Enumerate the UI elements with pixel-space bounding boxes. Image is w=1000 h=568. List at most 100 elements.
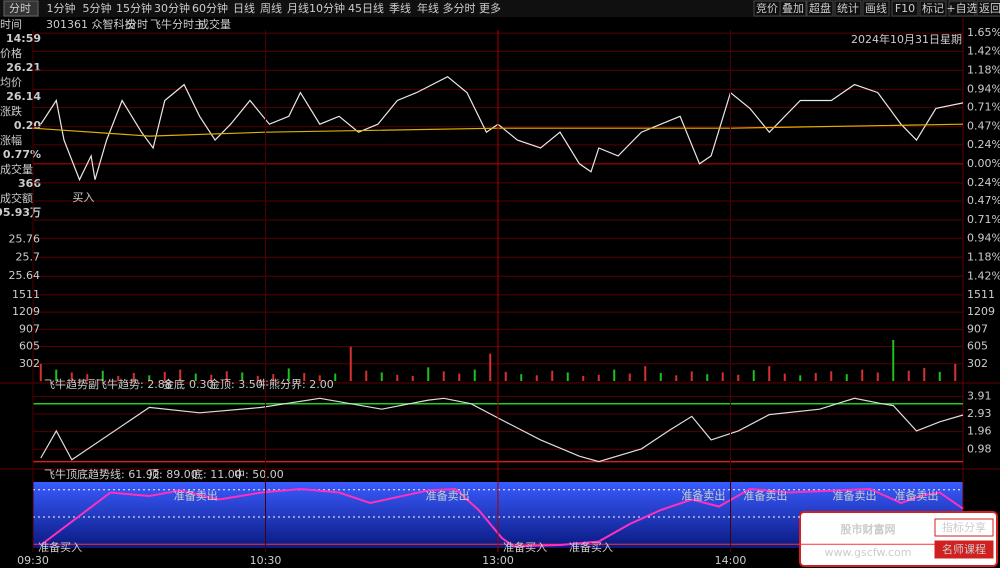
legend-item: 牛熊分界: 2.00 bbox=[258, 377, 334, 391]
toolbar-button[interactable]: 统计 bbox=[837, 2, 859, 15]
y-tick-label: 0.24% bbox=[967, 138, 1000, 151]
tab-active bbox=[3, 0, 39, 17]
info-label: 成交额 bbox=[0, 191, 33, 205]
y-tick-label: 0.94% bbox=[967, 82, 1000, 95]
volume-bar bbox=[768, 366, 771, 381]
volume-bar bbox=[876, 372, 879, 381]
volume-bar bbox=[303, 373, 306, 381]
volume-bar bbox=[861, 369, 864, 381]
legend-item: 趋势线: 61.92 bbox=[88, 467, 160, 481]
toolbar-button[interactable]: 返回 bbox=[979, 2, 1000, 15]
volume-bar bbox=[535, 375, 538, 381]
watermark-button[interactable]: 名师课程 bbox=[942, 542, 986, 556]
volume-bar bbox=[613, 369, 616, 381]
volume-bar bbox=[380, 372, 383, 381]
volume-bar bbox=[845, 374, 848, 381]
toolbar-button[interactable]: F10 bbox=[895, 2, 915, 15]
y-tick-label: 1.96 bbox=[967, 425, 992, 438]
volume-bar bbox=[334, 373, 337, 381]
y-tick-label: 1.65% bbox=[967, 26, 1000, 39]
volume-bar bbox=[597, 374, 600, 381]
tab[interactable]: 60分钟 bbox=[192, 1, 228, 15]
watermark-url: www.gscfw.com bbox=[825, 546, 912, 559]
stock-code: 301361 众智科技 bbox=[46, 17, 136, 31]
volume-bar bbox=[148, 375, 151, 381]
tab[interactable]: 15分钟 bbox=[116, 1, 152, 15]
mode: 分时 bbox=[126, 18, 148, 31]
volume-bar bbox=[86, 374, 89, 381]
watermark-button[interactable]: 指标分享 bbox=[942, 520, 986, 534]
button-frame bbox=[948, 0, 976, 17]
watermark-name: 股市财富网 bbox=[841, 522, 896, 536]
tab[interactable]: 5分钟 bbox=[83, 1, 112, 15]
y-tick-label: 0.71% bbox=[967, 101, 1000, 114]
volume-bar bbox=[504, 371, 507, 381]
volume-bar bbox=[194, 373, 197, 381]
button-frame bbox=[976, 0, 1000, 17]
tab[interactable]: 30分钟 bbox=[154, 1, 190, 15]
volume-bar bbox=[349, 346, 352, 381]
y-tick-label-left: 302 bbox=[19, 357, 40, 370]
tab[interactable]: 季线 bbox=[389, 1, 411, 15]
annotation: 准备买入 bbox=[503, 540, 547, 554]
toolbar-button[interactable]: +自选 bbox=[946, 2, 977, 15]
legend-item: 底: 11.00 bbox=[192, 467, 242, 481]
y-tick-label: 0.71% bbox=[967, 213, 1000, 226]
toolbar-button[interactable]: 竞价 bbox=[756, 1, 778, 15]
volume-bar bbox=[799, 375, 802, 381]
volume-bar bbox=[396, 374, 399, 381]
tab[interactable]: 1分钟 bbox=[47, 1, 76, 15]
volume-bar bbox=[225, 371, 228, 381]
tab[interactable]: 日线 bbox=[233, 1, 255, 15]
panel-title: 飞牛顶底 bbox=[44, 467, 88, 481]
tab[interactable]: 45日线 bbox=[348, 1, 384, 15]
y-tick-label: 1209 bbox=[967, 305, 995, 318]
volume-bar bbox=[55, 369, 58, 381]
info-value: 26.21 bbox=[6, 61, 41, 74]
button-frame bbox=[891, 0, 919, 17]
volume-bar bbox=[442, 371, 445, 381]
y-tick-label: 1.18% bbox=[967, 63, 1000, 76]
tab[interactable]: 月线 bbox=[287, 1, 309, 15]
tab[interactable]: 周线 bbox=[260, 1, 282, 15]
volume-bar bbox=[721, 372, 724, 381]
volume-bar bbox=[907, 370, 910, 381]
panel-title: 飞牛趋势副 bbox=[44, 377, 99, 391]
y-tick-label: 0.00% bbox=[967, 157, 1000, 170]
y-tick-label: 0.47% bbox=[967, 194, 1000, 207]
toolbar-button[interactable]: 叠加 bbox=[782, 2, 804, 15]
tab[interactable]: 年线 bbox=[417, 1, 439, 15]
button-frame bbox=[862, 0, 890, 17]
toolbar-button[interactable]: 超盘 bbox=[809, 1, 831, 15]
volume-bar bbox=[938, 371, 941, 381]
date: 2024年10月31日星期 bbox=[851, 32, 962, 46]
volume-bar bbox=[365, 370, 368, 381]
volume-bar bbox=[287, 368, 290, 381]
y-tick-label: 1.18% bbox=[967, 250, 1000, 263]
y-tick-label-left: 605 bbox=[19, 340, 40, 353]
info-value: 14:59 bbox=[6, 32, 41, 45]
tab[interactable]: 分时 bbox=[9, 2, 31, 15]
tab[interactable]: 多分时 bbox=[443, 1, 476, 15]
y-tick-label-left: 1511 bbox=[12, 288, 40, 301]
volume-bar bbox=[628, 373, 631, 381]
series-line bbox=[40, 397, 964, 463]
annotation: 准备卖出 bbox=[833, 489, 877, 503]
info-label: 均价 bbox=[0, 76, 22, 89]
legend-item: 金底 bbox=[163, 377, 185, 391]
volume-bar bbox=[737, 374, 740, 381]
volume-bar bbox=[706, 374, 709, 381]
toolbar-button[interactable]: 画线 bbox=[865, 1, 887, 15]
toolbar-button[interactable]: 标记 bbox=[922, 1, 944, 15]
y-tick-label: 2.93 bbox=[967, 407, 992, 420]
volume-bar bbox=[752, 370, 755, 381]
volume-bar bbox=[892, 339, 895, 381]
info-value: 0.20 bbox=[14, 119, 41, 132]
volume-bar bbox=[551, 370, 554, 381]
volume-bar bbox=[690, 371, 693, 381]
volume-bar bbox=[659, 373, 662, 381]
tab[interactable]: 更多 bbox=[479, 1, 501, 15]
y-tick-label: 605 bbox=[967, 340, 988, 353]
tab[interactable]: 10分钟 bbox=[309, 1, 345, 15]
